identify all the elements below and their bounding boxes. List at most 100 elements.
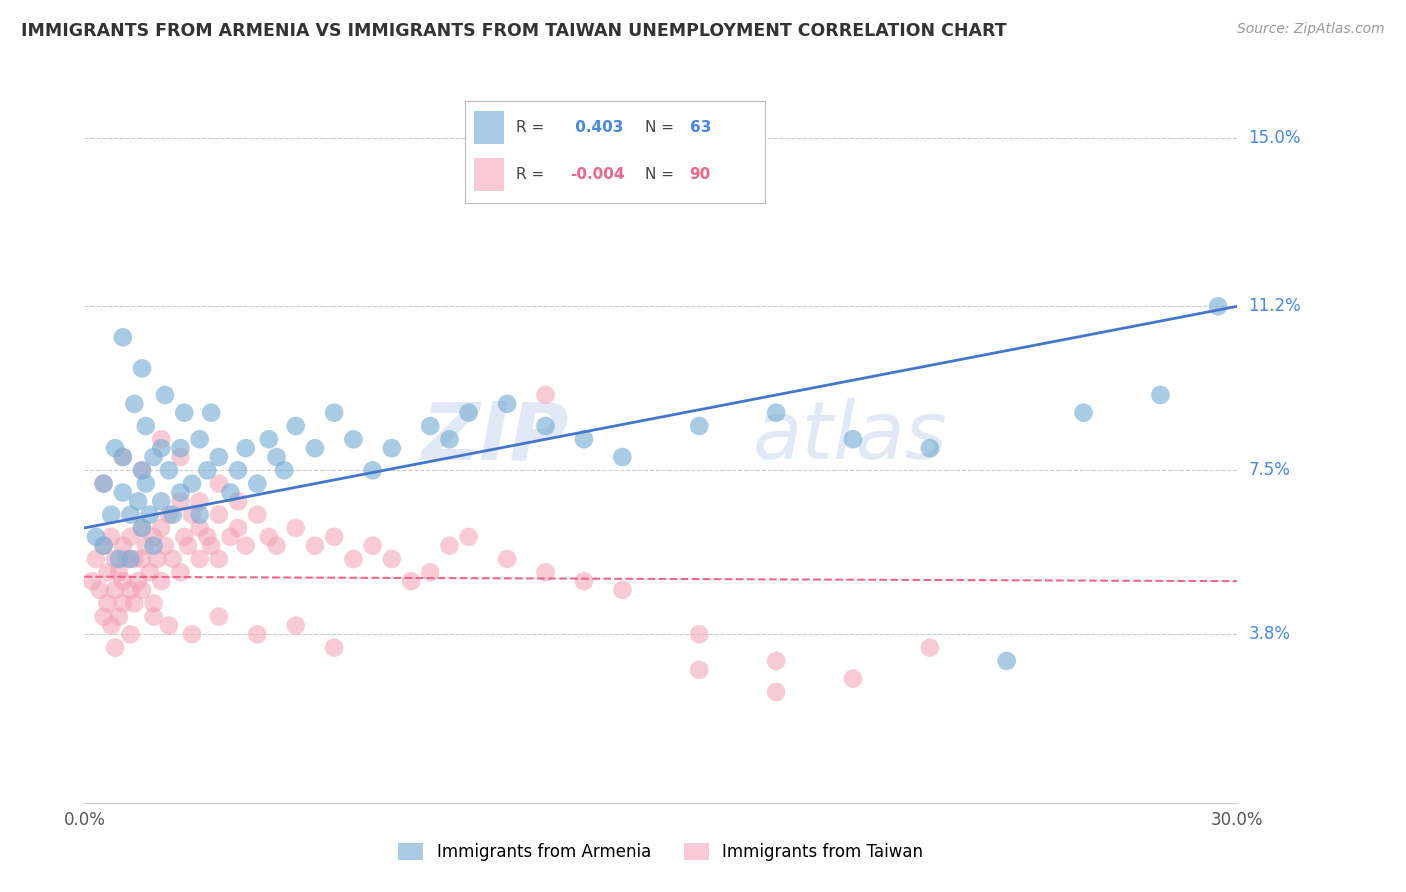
Point [131, 582, 153, 597]
Point [157, 618, 180, 632]
Text: 3.8%: 3.8% [1249, 625, 1291, 643]
Point [439, 539, 461, 553]
Point [842, 432, 865, 446]
Point [153, 539, 176, 553]
Point [765, 654, 787, 668]
Point [135, 539, 157, 553]
Point [284, 521, 307, 535]
Point [150, 432, 173, 446]
Point [142, 450, 165, 464]
Point [457, 530, 479, 544]
Point [150, 574, 173, 589]
Point [111, 450, 134, 464]
Legend: Immigrants from Armenia, Immigrants from Taiwan: Immigrants from Armenia, Immigrants from… [391, 836, 931, 868]
Point [96, 596, 118, 610]
Text: atlas: atlas [754, 398, 948, 476]
Point [108, 552, 131, 566]
Point [496, 397, 519, 411]
Point [108, 566, 131, 580]
Point [361, 463, 384, 477]
Point [124, 552, 146, 566]
Point [131, 361, 153, 376]
Text: 7.5%: 7.5% [1249, 461, 1291, 479]
Point [80, 574, 103, 589]
Point [181, 476, 204, 491]
Point [534, 388, 557, 402]
Point [131, 552, 153, 566]
Point [195, 530, 218, 544]
Point [246, 627, 269, 641]
Point [162, 508, 184, 522]
Point [419, 419, 441, 434]
Point [457, 406, 479, 420]
Point [765, 406, 787, 420]
Point [181, 627, 204, 641]
Point [111, 539, 134, 553]
Point [257, 432, 280, 446]
Point [111, 450, 134, 464]
Point [284, 618, 307, 632]
Point [181, 508, 204, 522]
Point [273, 463, 295, 477]
Point [208, 609, 231, 624]
Point [188, 508, 211, 522]
Point [100, 530, 122, 544]
Point [323, 530, 346, 544]
Point [226, 463, 249, 477]
Point [96, 566, 118, 580]
Point [104, 552, 127, 566]
Point [93, 539, 115, 553]
Point [208, 508, 231, 522]
Point [612, 582, 634, 597]
Point [381, 441, 404, 455]
Point [111, 596, 134, 610]
Point [150, 441, 173, 455]
Point [188, 494, 211, 508]
Point [246, 508, 269, 522]
Point [157, 508, 180, 522]
Point [188, 521, 211, 535]
Point [188, 552, 211, 566]
Point [142, 530, 165, 544]
Point [120, 530, 142, 544]
Point [135, 476, 157, 491]
Point [169, 450, 191, 464]
Point [142, 596, 165, 610]
Point [131, 521, 153, 535]
Point [142, 539, 165, 553]
Point [162, 552, 184, 566]
Point [219, 485, 242, 500]
Point [120, 627, 142, 641]
Point [169, 494, 191, 508]
Point [120, 508, 142, 522]
Point [115, 552, 138, 566]
Point [688, 419, 710, 434]
Point [93, 476, 115, 491]
Point [246, 476, 269, 491]
Point [100, 508, 122, 522]
Text: IMMIGRANTS FROM ARMENIA VS IMMIGRANTS FROM TAIWAN UNEMPLOYMENT CORRELATION CHART: IMMIGRANTS FROM ARMENIA VS IMMIGRANTS FR… [21, 22, 1007, 40]
Point [104, 640, 127, 655]
Point [534, 419, 557, 434]
Point [84, 552, 107, 566]
Point [842, 672, 865, 686]
Point [918, 441, 941, 455]
Point [688, 627, 710, 641]
Point [612, 450, 634, 464]
Point [93, 476, 115, 491]
Point [138, 508, 160, 522]
Point [688, 663, 710, 677]
Point [142, 609, 165, 624]
Point [138, 566, 160, 580]
Point [131, 463, 153, 477]
Point [111, 574, 134, 589]
Point [1206, 299, 1229, 313]
Point [150, 521, 173, 535]
Point [572, 432, 595, 446]
Point [177, 539, 200, 553]
Point [439, 432, 461, 446]
Point [995, 654, 1018, 668]
Point [304, 441, 326, 455]
Point [381, 552, 404, 566]
Point [100, 618, 122, 632]
